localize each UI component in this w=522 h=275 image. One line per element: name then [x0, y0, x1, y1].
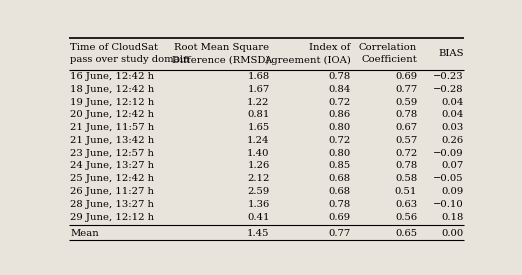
Text: 0.69: 0.69	[328, 213, 350, 222]
Text: 0.77: 0.77	[395, 85, 417, 94]
Text: Time of CloudSat: Time of CloudSat	[70, 43, 158, 52]
Text: −0.10: −0.10	[433, 200, 464, 209]
Text: 21 June, 13:42 h: 21 June, 13:42 h	[70, 136, 155, 145]
Text: 0.26: 0.26	[442, 136, 464, 145]
Text: 1.24: 1.24	[247, 136, 269, 145]
Text: −0.09: −0.09	[433, 149, 464, 158]
Text: 24 June, 13:27 h: 24 June, 13:27 h	[70, 161, 154, 170]
Text: 0.69: 0.69	[395, 72, 417, 81]
Text: 0.00: 0.00	[442, 229, 464, 238]
Text: 0.63: 0.63	[395, 200, 417, 209]
Text: 0.56: 0.56	[395, 213, 417, 222]
Text: 16 June, 12:42 h: 16 June, 12:42 h	[70, 72, 154, 81]
Text: 25 June, 12:42 h: 25 June, 12:42 h	[70, 174, 154, 183]
Text: 1.65: 1.65	[247, 123, 269, 132]
Text: −0.23: −0.23	[433, 72, 464, 81]
Text: 0.72: 0.72	[328, 136, 350, 145]
Text: 0.78: 0.78	[328, 200, 350, 209]
Text: 1.22: 1.22	[247, 98, 269, 106]
Text: Coefficient: Coefficient	[361, 56, 417, 65]
Text: 28 June, 13:27 h: 28 June, 13:27 h	[70, 200, 154, 209]
Text: Index of: Index of	[309, 43, 350, 52]
Text: 23 June, 12:57 h: 23 June, 12:57 h	[70, 149, 154, 158]
Text: 0.57: 0.57	[395, 136, 417, 145]
Text: 1.40: 1.40	[247, 149, 269, 158]
Text: 0.78: 0.78	[328, 72, 350, 81]
Text: 0.04: 0.04	[442, 110, 464, 119]
Text: 0.41: 0.41	[247, 213, 269, 222]
Text: −0.28: −0.28	[433, 85, 464, 94]
Text: 18 June, 12:42 h: 18 June, 12:42 h	[70, 85, 155, 94]
Text: 0.18: 0.18	[442, 213, 464, 222]
Text: 1.26: 1.26	[247, 161, 269, 170]
Text: 20 June, 12:42 h: 20 June, 12:42 h	[70, 110, 154, 119]
Text: 1.68: 1.68	[247, 72, 269, 81]
Text: 0.86: 0.86	[328, 110, 350, 119]
Text: 0.65: 0.65	[395, 229, 417, 238]
Text: 0.77: 0.77	[328, 229, 350, 238]
Text: 0.04: 0.04	[442, 98, 464, 106]
Text: 0.72: 0.72	[328, 98, 350, 106]
Text: 19 June, 12:12 h: 19 June, 12:12 h	[70, 98, 155, 106]
Text: 0.72: 0.72	[395, 149, 417, 158]
Text: 0.58: 0.58	[395, 174, 417, 183]
Text: 0.51: 0.51	[395, 187, 417, 196]
Text: 0.85: 0.85	[328, 161, 350, 170]
Text: Agreement (IOA): Agreement (IOA)	[264, 56, 350, 65]
Text: 0.59: 0.59	[395, 98, 417, 106]
Text: 0.09: 0.09	[442, 187, 464, 196]
Text: 0.67: 0.67	[395, 123, 417, 132]
Text: 1.36: 1.36	[247, 200, 269, 209]
Text: Correlation: Correlation	[359, 43, 417, 52]
Text: Difference (RMSD): Difference (RMSD)	[172, 56, 269, 65]
Text: Mean: Mean	[70, 229, 99, 238]
Text: 21 June, 11:57 h: 21 June, 11:57 h	[70, 123, 155, 132]
Text: 0.78: 0.78	[395, 161, 417, 170]
Text: 0.84: 0.84	[328, 85, 350, 94]
Text: 0.80: 0.80	[328, 149, 350, 158]
Text: 0.78: 0.78	[395, 110, 417, 119]
Text: 0.07: 0.07	[442, 161, 464, 170]
Text: 29 June, 12:12 h: 29 June, 12:12 h	[70, 213, 154, 222]
Text: BIAS: BIAS	[438, 49, 464, 58]
Text: 0.68: 0.68	[328, 174, 350, 183]
Text: 26 June, 11:27 h: 26 June, 11:27 h	[70, 187, 154, 196]
Text: 0.03: 0.03	[442, 123, 464, 132]
Text: −0.05: −0.05	[433, 174, 464, 183]
Text: 1.67: 1.67	[247, 85, 269, 94]
Text: 2.59: 2.59	[247, 187, 269, 196]
Text: 0.80: 0.80	[328, 123, 350, 132]
Text: 2.12: 2.12	[247, 174, 269, 183]
Text: Root Mean Square: Root Mean Square	[174, 43, 269, 52]
Text: 1.45: 1.45	[247, 229, 269, 238]
Text: 0.68: 0.68	[328, 187, 350, 196]
Text: 0.81: 0.81	[247, 110, 269, 119]
Text: pass over study domain: pass over study domain	[70, 56, 189, 65]
